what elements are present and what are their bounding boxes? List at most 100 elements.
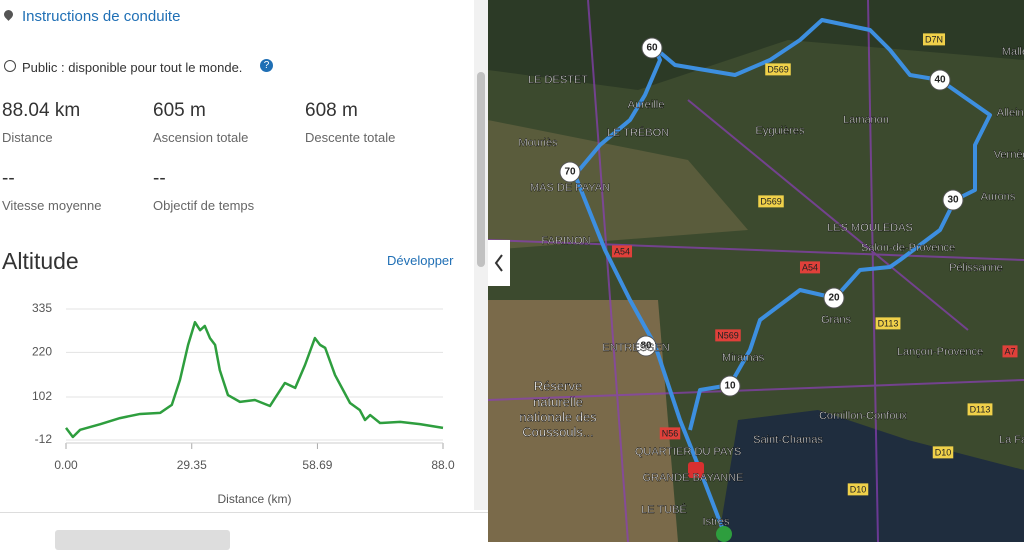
road-shield [765,63,791,76]
map-label: FARINON [542,235,591,247]
fields [488,120,748,250]
road-label: D7N [925,34,943,44]
stat-value: 605 m [153,100,206,121]
pin-icon [2,8,15,21]
map-label: Miramas [722,352,765,364]
road-shield [758,195,784,208]
km-label: 10 [724,381,736,392]
road-shield [875,317,901,330]
map-label: Salon-de-Provence [861,242,955,254]
plain [488,300,678,542]
map: 60 40 70 30 20 80 10 LE DESTET Aureille LE TRÉBON… [488,0,1024,542]
km-marker [942,189,964,211]
road-label: D569 [767,64,789,74]
stat-label: Ascension totale [153,130,249,145]
divider [0,512,488,513]
map-label: Eyguières [756,125,805,137]
save-button[interactable] [55,530,230,550]
road-label: A54 [614,246,630,256]
road-shield [1002,345,1018,358]
km-marker [559,161,581,183]
road-shield [611,245,633,258]
map-label: Saint-Chamas [753,434,823,446]
map-label: MAS DE PAYAN [530,182,610,194]
map-label: LE DESTET [528,74,588,86]
road-shield [799,261,821,274]
chevron [494,254,503,272]
help-icon[interactable]: ? [260,59,273,72]
map-label: ENTRESSEN [602,342,669,354]
expand-link[interactable]: Développer [387,253,454,268]
stat-value: 88.04 km [2,100,81,121]
road-shield [847,483,869,496]
map-label: Cornillon-Confoux [819,410,908,422]
stat-label: Objectif de temps [153,198,255,213]
map-label: Vernègues [994,149,1024,161]
stat-label: Distance [2,130,53,145]
road-shield [922,33,946,46]
start-marker [716,526,732,542]
km-label: 30 [947,195,959,206]
km-label: 60 [646,43,658,54]
road-shield [659,427,681,440]
route-link[interactable]: Instructions de conduite [22,8,181,25]
km-label: 70 [564,167,576,178]
altitude-chart: -12 102 220 335 0.00 29.35 58.69 88.0 Distance (… [32,301,455,506]
map-label: Alleins [997,107,1024,119]
left-panel: Instructions de conduite Public : dispon… [0,0,488,550]
map-label: LES MOULEDAS [827,222,913,234]
road-label: D10 [850,484,867,494]
km-marker [823,287,845,309]
road-label: D10 [935,447,952,457]
map-label: naturelle [533,394,583,409]
km-label: 40 [934,75,946,86]
map-label: La Fare [999,434,1024,446]
stat-value: -- [153,168,166,189]
road-shield [932,446,954,459]
stat-value: 608 m [305,100,358,121]
sea [718,410,1024,542]
visibility: Public : disponible pour tout le monde. [22,60,243,75]
road-label: D113 [878,318,899,328]
collapse-button[interactable] [488,240,510,286]
map-label: Coussouls... [522,424,594,439]
map-label: Istres [703,516,730,528]
end-marker [688,462,704,478]
y-tick-label: 102 [32,389,52,403]
km-marker [641,37,663,59]
road-label: D113 [970,404,991,414]
globe-icon [4,60,16,72]
x-axis-title: Distance (km) [217,492,291,506]
map-label: GRANDE BAYANNE [642,472,743,484]
scrollbar [474,0,488,510]
x-tick-label: 58.69 [302,458,332,472]
stat-label: Vitesse moyenne [2,198,102,213]
road-label: N569 [717,330,739,340]
hills [488,0,1024,90]
map-label: Aurons [981,191,1016,203]
y-tick-label: -12 [35,432,53,446]
map-label: Mallen [1002,46,1024,58]
map-label: LE TRÉBON [607,126,669,139]
map-label: nationale des [519,409,597,424]
km-marker [929,69,951,91]
km-marker [719,375,741,397]
map-label: Pélissanne [949,262,1003,274]
map-label: Aureille [628,99,665,111]
x-tick-label: 29.35 [177,458,207,472]
road-label: A7 [1004,346,1015,356]
road-shield [715,329,741,342]
km-label: 20 [828,293,840,304]
road-label: N56 [662,428,679,438]
road-label: D569 [760,196,782,206]
road-label: A54 [802,262,818,272]
stat-label: Descente totale [305,130,396,145]
stat-value: -- [2,168,15,189]
map-label: LE TUBÉ [641,503,687,516]
altitude-title: Altitude [2,248,79,274]
km-marker [635,335,657,357]
map-label: Grans [821,314,851,326]
y-tick-label: 335 [32,301,52,315]
map-label: Mouriès [518,137,558,149]
